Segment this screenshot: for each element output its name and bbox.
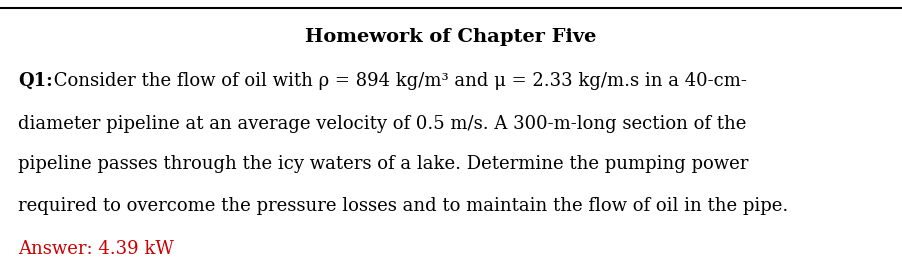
- Text: required to overcome the pressure losses and to maintain the flow of oil in the : required to overcome the pressure losses…: [18, 197, 788, 215]
- Text: Q1:: Q1:: [18, 72, 52, 90]
- Text: pipeline passes through the icy waters of a lake. Determine the pumping power: pipeline passes through the icy waters o…: [18, 155, 749, 173]
- Text: diameter pipeline at an average velocity of 0.5 m/s. A 300-m-long section of the: diameter pipeline at an average velocity…: [18, 115, 746, 133]
- Text: Homework of Chapter Five: Homework of Chapter Five: [305, 28, 597, 46]
- Text: Consider the flow of oil with ρ = 894 kg/m³ and μ = 2.33 kg/m.s in a 40-cm-: Consider the flow of oil with ρ = 894 kg…: [48, 72, 747, 90]
- Text: Answer: 4.39 kW: Answer: 4.39 kW: [18, 240, 174, 258]
